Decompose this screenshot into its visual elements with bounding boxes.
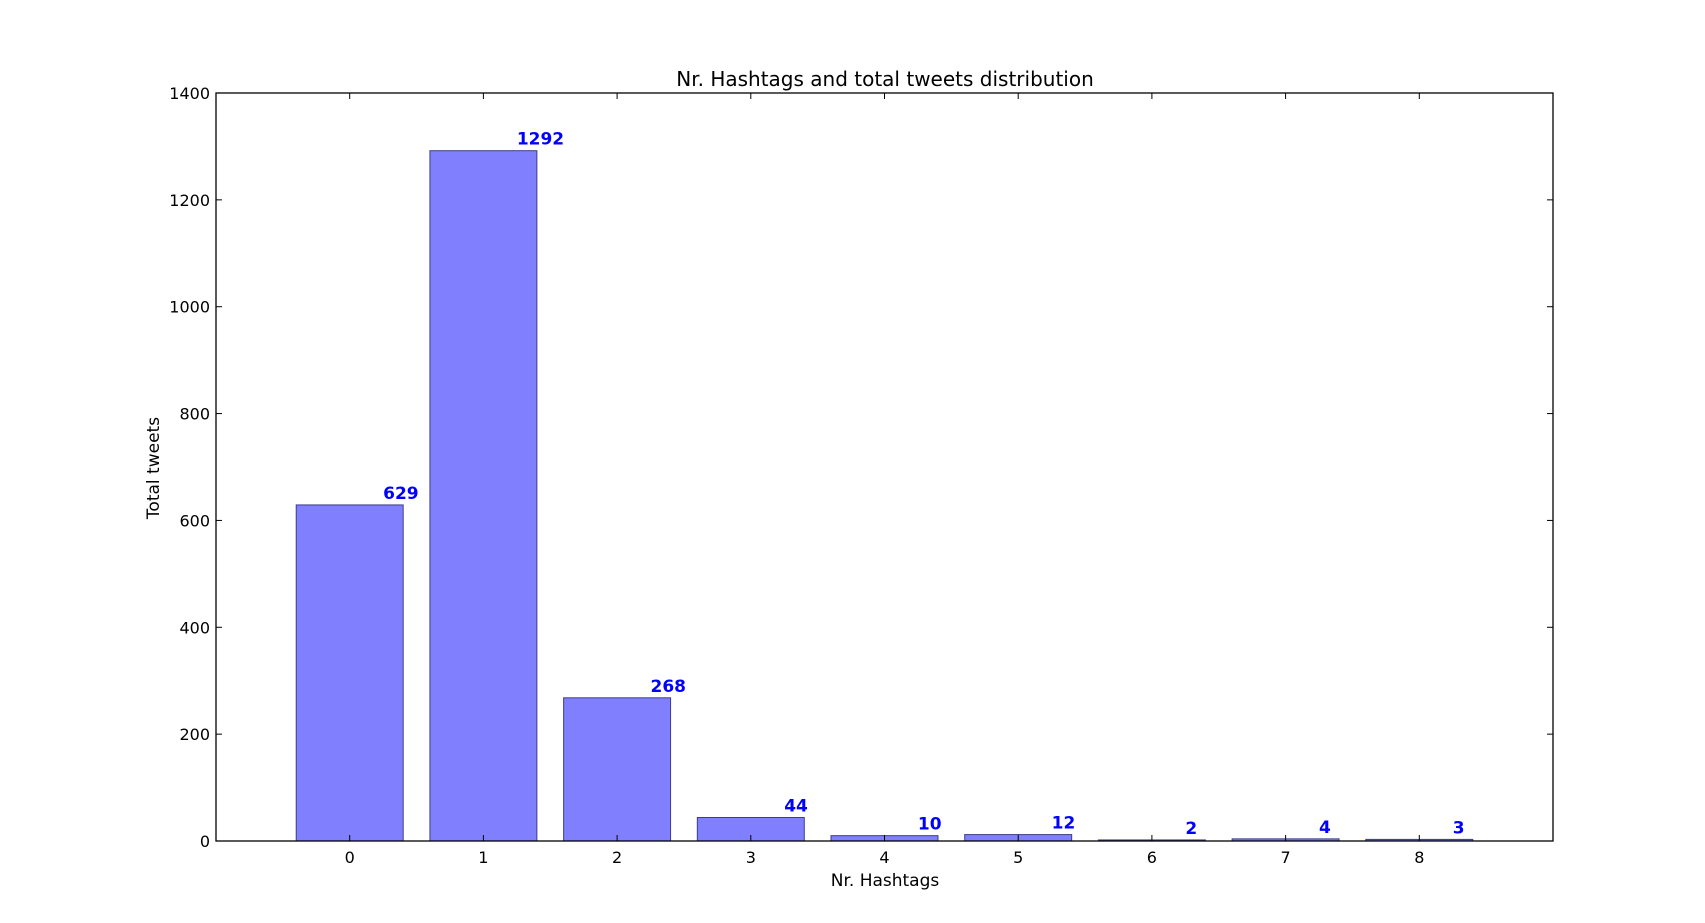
x-tick-label-4: 4 <box>879 848 889 867</box>
data-label-6: 2 <box>1185 819 1197 839</box>
y-tick-label-600: 600 <box>179 511 210 530</box>
x-tick-label-5: 5 <box>1013 848 1023 867</box>
y-tick-label-1000: 1000 <box>169 298 210 317</box>
x-tick-label-2: 2 <box>612 848 622 867</box>
data-label-3: 44 <box>784 796 808 816</box>
bar-0 <box>295 504 404 842</box>
data-label-2: 268 <box>651 677 687 697</box>
x-tick-label-8: 8 <box>1414 848 1424 867</box>
data-label-4: 10 <box>918 815 942 835</box>
bars-group <box>295 150 1474 842</box>
bar-1 <box>429 150 538 842</box>
plot-frame <box>215 92 1554 842</box>
data-label-1: 1292 <box>517 130 564 150</box>
y-tick-label-400: 400 <box>179 618 210 637</box>
y-tick-label-800: 800 <box>179 405 210 424</box>
y-tick-label-200: 200 <box>179 725 210 744</box>
data-label-0: 629 <box>383 484 419 504</box>
x-tick-label-6: 6 <box>1147 848 1157 867</box>
data-label-8: 3 <box>1453 818 1465 838</box>
y-tick-label-0: 0 <box>200 832 210 851</box>
data-label-5: 12 <box>1052 814 1076 834</box>
y-tick-label-1200: 1200 <box>169 191 210 210</box>
data-labels-group: 629 1292 268 44 10 12 2 4 3 <box>383 130 1464 839</box>
x-tick-label-3: 3 <box>746 848 756 867</box>
x-tick-label-0: 0 <box>345 848 355 867</box>
x-axis-label: Nr. Hashtags <box>831 871 940 891</box>
x-tick-label-1: 1 <box>478 848 488 867</box>
chart-title: Nr. Hashtags and total tweets distributi… <box>676 67 1094 91</box>
bar-2 <box>563 697 672 842</box>
y-axis-label: Total tweets <box>144 417 164 520</box>
data-label-7: 4 <box>1319 818 1331 838</box>
y-tick-label-1400: 1400 <box>169 84 210 103</box>
x-tick-label-7: 7 <box>1281 848 1291 867</box>
